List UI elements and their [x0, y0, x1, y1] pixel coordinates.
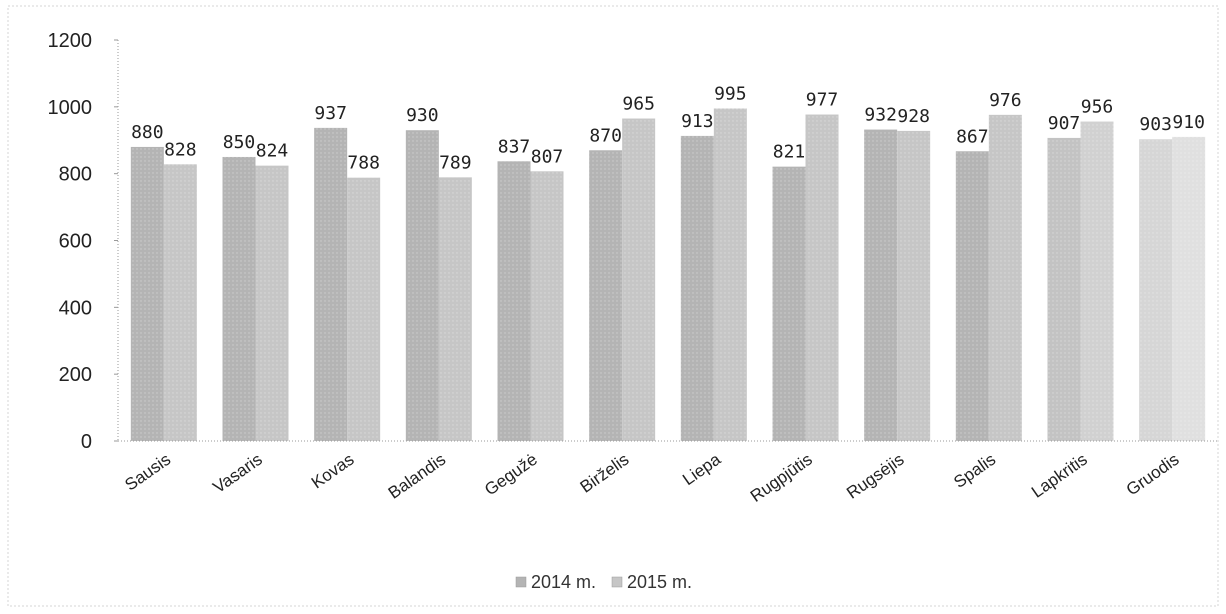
bar-texture — [772, 166, 806, 441]
bar-texture — [405, 130, 439, 441]
bar-texture — [680, 135, 714, 442]
data-label: 821 — [773, 142, 806, 163]
bar-texture — [438, 177, 472, 441]
data-label: 824 — [256, 141, 289, 162]
data-label: 870 — [589, 125, 622, 146]
data-label: 880 — [131, 122, 164, 143]
bar-texture — [589, 150, 623, 441]
bar-texture — [988, 114, 1022, 441]
y-axis: 0 200 400 600 800 1000 1200 — [48, 30, 119, 453]
bar-texture — [1139, 139, 1173, 441]
bar-texture — [864, 129, 898, 441]
y-tick-label: 600 — [59, 231, 92, 253]
data-label: 932 — [864, 105, 897, 126]
legend-swatch — [515, 576, 527, 588]
x-tick-label: Balandis — [385, 450, 449, 503]
data-label: 928 — [897, 106, 930, 127]
data-label: 995 — [714, 84, 747, 105]
bar-texture — [1047, 137, 1081, 441]
data-label: 837 — [498, 136, 531, 157]
bar-texture — [222, 156, 256, 442]
y-tick-label: 1200 — [48, 30, 93, 52]
data-label: 977 — [806, 90, 839, 111]
chart-border — [7, 5, 1219, 607]
x-tick-label: Gegužė — [481, 450, 541, 500]
bar-texture — [130, 146, 164, 441]
x-tick-label: Rugpjūtis — [747, 450, 816, 506]
bar-texture — [497, 161, 531, 442]
data-label: 789 — [439, 152, 472, 173]
bar-texture — [1172, 136, 1206, 442]
y-tick-label: 400 — [59, 297, 92, 319]
data-label: 850 — [223, 132, 256, 153]
x-tick-label: Birželis — [577, 450, 633, 497]
bar-texture — [713, 108, 747, 442]
bar-texture — [897, 130, 931, 442]
bar-texture — [255, 165, 289, 441]
y-tick-label: 800 — [59, 164, 92, 186]
data-label: 807 — [531, 146, 564, 167]
data-label: 867 — [956, 126, 989, 147]
data-label: 913 — [681, 111, 714, 132]
data-label: 976 — [989, 90, 1022, 111]
data-label: 903 — [1139, 114, 1172, 135]
data-label: 937 — [314, 103, 347, 124]
data-label: 930 — [406, 105, 439, 126]
x-tick-label: Sausis — [121, 450, 174, 495]
data-label: 788 — [347, 153, 380, 174]
bar-texture — [622, 118, 656, 441]
y-tick-label: 200 — [59, 364, 92, 386]
x-axis: Sausis Vasaris Kovas Balandis Gegužė Birželis… — [118, 440, 1218, 506]
y-tick-label: 0 — [81, 431, 92, 453]
x-tick-label: Vasaris — [209, 450, 265, 497]
y-tick-label: 1000 — [48, 97, 93, 119]
legend-label: 2015 m. — [627, 572, 692, 592]
legend-swatch — [611, 576, 623, 588]
bar-texture — [163, 164, 197, 441]
data-label: 956 — [1081, 97, 1114, 118]
data-label: 907 — [1048, 113, 1081, 134]
x-tick-label: Rugsėjis — [843, 450, 907, 503]
data-label: 965 — [622, 94, 655, 115]
x-tick-label: Liepa — [679, 449, 724, 489]
legend-label: 2014 m. — [531, 572, 596, 592]
bar-texture — [1080, 121, 1114, 441]
bar-texture — [347, 177, 381, 441]
x-tick-label: Kovas — [308, 450, 358, 493]
bars — [130, 108, 1206, 442]
x-tick-label: Spalis — [950, 450, 999, 492]
data-label: 828 — [164, 139, 197, 160]
x-tick-label: Gruodis — [1123, 450, 1183, 500]
bar-texture — [805, 114, 839, 441]
bar-texture — [955, 151, 989, 441]
x-tick-label: Lapkritis — [1028, 450, 1091, 502]
legend: 2014 m. 2015 m. — [515, 572, 692, 592]
bar-texture — [530, 171, 564, 441]
bar-texture — [314, 127, 348, 441]
data-label: 910 — [1172, 112, 1205, 133]
